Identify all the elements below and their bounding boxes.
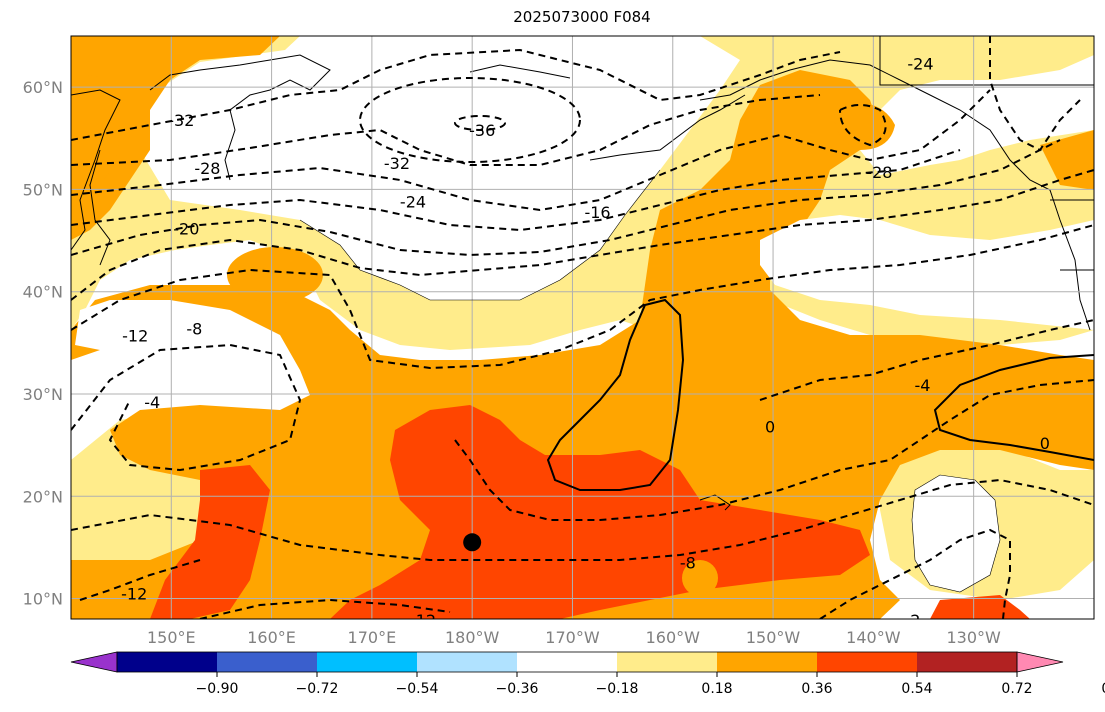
map-frame [70,35,1095,620]
contour-label-1: -32 [168,111,194,130]
lon-label-4: 170°W [545,628,600,647]
contour-label-12: -8 [186,320,202,339]
lon-label-0: 150°E [147,628,196,647]
lon-label-5: 160°W [646,628,701,647]
lon-label-6: 150°W [746,628,801,647]
colorbar-tick-3: −0.36 [496,681,539,697]
map-title: 2025073000 F084 [513,8,651,26]
contour-label-text-11: -12 [410,611,436,630]
contour-label-text-6: -24 [907,55,933,74]
contour-label-text-10: -12 [121,584,147,603]
contour-label-text-2: -32 [384,154,410,173]
lon-label-8: 130°W [946,628,1001,647]
contour-label-text-1: -32 [168,111,194,130]
contour-label-text-9: -12 [122,327,148,346]
lat-label-4: 20°N [23,487,63,506]
contour-label-text-15: -4 [915,376,931,395]
longitude-labels: 150°E 160°E 170°E 180°W 170°W 160°W 150°W 140°W… [147,628,1001,647]
contour-label-17: 0 [765,418,775,437]
colorbar-segment-2 [317,652,418,672]
contour-label-3: -28 [194,159,220,178]
contour-label-0: -36 [469,121,495,140]
contour-labels: -36-32-32-28 -28-24-24-20-16-12-12-12-8-8… [121,55,1050,630]
contour-label-text-17: 0 [765,418,775,437]
contour-label-15: -4 [915,376,931,395]
contour-label-4: -28 [866,163,892,182]
shade-red-orange [330,405,870,619]
colorbar-tick-9: 0.90 [1101,681,1105,697]
contour-label-text-14: -4 [144,393,160,412]
colorbar-tick-5: 0.18 [701,681,732,697]
contour-label-text-7: -20 [173,219,199,238]
contour-label-5: -24 [400,193,426,212]
dashed-contours [71,36,1094,619]
lat-label-2: 40°N [23,283,63,302]
colorbar-tick-7: 0.54 [901,681,932,697]
lon-label-2: 170°E [348,628,397,647]
contour-label-text-18: 0 [1040,434,1050,453]
gridlines [71,36,1094,619]
colorbar-segment-3 [417,652,518,672]
contour-label-9: -12 [122,327,148,346]
contour-label-text-0: -36 [469,121,495,140]
contour-label-18: 0 [1040,434,1050,453]
colorbar-extend-max [1016,651,1064,673]
colorbar-segment-1 [217,652,318,672]
lat-label-0: 60°N [23,78,63,97]
contour-label-13: -8 [680,554,696,573]
lat-label-3: 30°N [23,385,63,404]
contour-label-2: -32 [384,154,410,173]
colorbar-segment-5 [617,652,718,672]
contour-label-11: -12 [410,611,436,630]
colorbar-tick-1: −0.72 [296,681,339,697]
colorbar-segment-7 [817,652,918,672]
contour-label-16: -2 [904,611,920,630]
zero-contours [546,298,1094,491]
lat-label-1: 50°N [23,180,63,199]
contour-label-text-13: -8 [680,554,696,573]
colorbar-extend-min [70,651,118,673]
colorbar-segment-0 [117,652,218,672]
contour-label-7: -20 [173,219,199,238]
contour-label-text-8: -16 [584,203,610,222]
colorbar: −0.90 −0.72 −0.54 −0.36 −0.18 0.18 0.36 0.54 0.7… [70,651,1105,697]
contour-label-10: -12 [121,584,147,603]
contour-label-14: -4 [144,393,160,412]
colorbar-tick-6: 0.36 [801,681,832,697]
lon-label-7: 140°W [846,628,901,647]
colorbar-tick-4: −0.18 [596,681,639,697]
colorbar-segment-6 [717,652,818,672]
colorbar-tick-0: −0.90 [196,681,239,697]
colorbar-segment-8 [917,652,1018,672]
colorbar-segment-4 [517,652,618,672]
colorbar-tick-8: 0.72 [1001,681,1032,697]
contour-label-text-12: -8 [186,320,202,339]
lon-label-1: 160°E [247,628,296,647]
latitude-labels: 60°N 50°N 40°N 30°N 20°N 10°N [23,78,63,608]
contour-label-text-5: -24 [400,193,426,212]
coastlines [71,36,1094,511]
center-dot-marker [463,533,482,552]
lat-label-5: 10°N [23,590,63,609]
contour-label-text-16: -2 [904,611,920,630]
contour-label-text-4: -28 [866,163,892,182]
lon-label-3: 180°W [445,628,500,647]
contour-label-6: -24 [907,55,933,74]
colorbar-tick-2: −0.54 [396,681,439,697]
contour-label-text-3: -28 [194,159,220,178]
contour-label-8: -16 [584,203,610,222]
map-area: -36-32-32-28 -28-24-24-20-16-12-12-12-8-8… [71,36,1094,630]
